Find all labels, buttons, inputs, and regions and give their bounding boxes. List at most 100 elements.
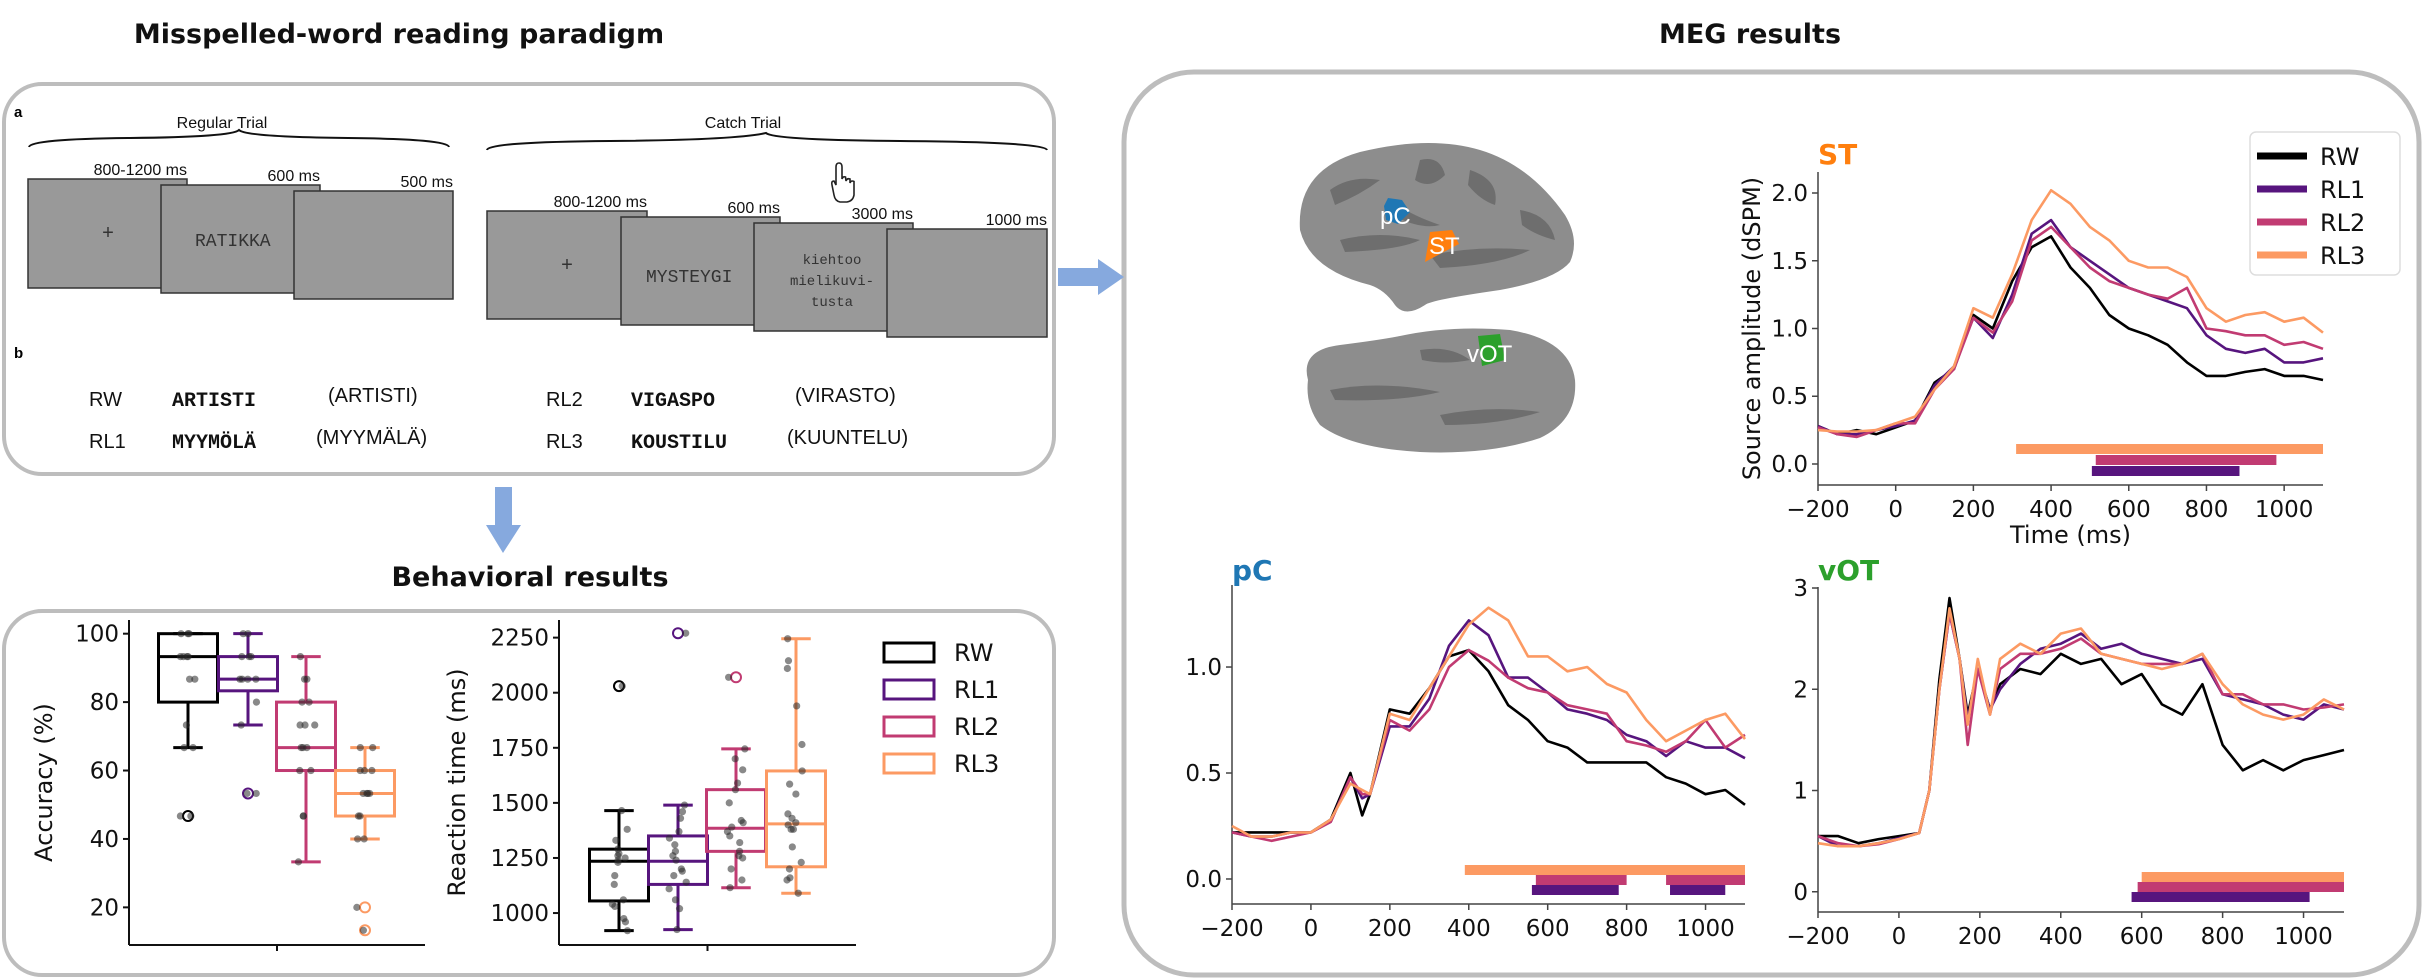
y-tick-label: 1750 <box>490 736 549 762</box>
legend-box <box>2249 131 2401 276</box>
data-point <box>792 819 800 827</box>
x-tick-label: 200 <box>1958 924 2002 950</box>
x-tick-label: −200 <box>1786 497 1849 523</box>
significance-bar-RL3 <box>1464 865 1745 875</box>
series-line-RL1 <box>1817 612 2345 848</box>
data-point <box>682 878 690 886</box>
pc-label: pC <box>1380 203 1411 230</box>
meg-frame <box>1121 69 2422 978</box>
data-point <box>621 918 630 926</box>
regular-trial: Regular Trial 800-1200 ms + 600 ms RATIK… <box>27 115 454 300</box>
behavioral-frame <box>2 609 1056 977</box>
condition-label: RW <box>89 389 122 411</box>
x-tick-label: −200 <box>1786 924 1849 950</box>
data-point <box>665 834 674 842</box>
box-RW <box>588 680 650 935</box>
y-tick-label: 0.0 <box>1771 452 1808 478</box>
x-tick-label: 800 <box>1605 916 1649 942</box>
data-point <box>186 675 194 683</box>
data-point <box>726 884 734 892</box>
data-point <box>611 871 619 880</box>
reaction-time-chart: 1000 1250 1500 1750 2000 2250 Reaction time (m… <box>443 620 999 951</box>
y-tick-label: 1.0 <box>1771 317 1808 343</box>
significance-bar-RL1 <box>1531 885 1619 895</box>
x-tick-label: 1000 <box>2274 924 2333 950</box>
data-point <box>736 838 744 847</box>
legend-label-RL2: RL2 <box>2320 209 2365 237</box>
screen-duration: 3000 ms <box>852 206 913 223</box>
brain-ventral-view: vOT <box>1306 328 1576 453</box>
y-tick-label: 2 <box>1793 677 1808 703</box>
down-arrow-icon <box>486 487 521 553</box>
screen-blank <box>886 228 1048 338</box>
legend-label-RW: RW <box>954 639 993 667</box>
x-tick-label: 600 <box>1526 916 1570 942</box>
y-tick-label: 100 <box>75 622 119 648</box>
x-tick-label: 0 <box>1888 497 1903 523</box>
x-tick-label: 0 <box>1304 916 1319 942</box>
data-point <box>784 657 793 665</box>
legend-label-RL1: RL1 <box>2320 176 2365 204</box>
y-tick-label: 1250 <box>490 846 549 872</box>
data-point <box>305 698 313 706</box>
y-tick-label: 1000 <box>490 901 549 927</box>
outlier <box>672 627 684 640</box>
behavioral-title: Behavioral results <box>391 562 668 593</box>
stimulus-word: RATIKKA <box>195 232 271 252</box>
y-tick-label: 1.5 <box>1771 249 1808 275</box>
box-iqr <box>275 700 337 773</box>
outlier <box>359 901 371 914</box>
data-point <box>682 629 690 637</box>
data-point <box>621 854 629 862</box>
data-point <box>610 880 618 889</box>
data-point <box>618 806 626 815</box>
box-RL2 <box>705 671 767 892</box>
brain-lateral-view: pC ST <box>1299 142 1574 312</box>
data-point <box>678 867 686 875</box>
box-iqr <box>157 632 219 704</box>
data-point <box>665 885 673 893</box>
series-line-RL3 <box>1231 606 1747 838</box>
data-point <box>180 744 188 752</box>
y-axis-label: Source amplitude (dSPM) <box>1738 177 1766 480</box>
data-point <box>356 766 364 775</box>
x-tick-label: 0 <box>1892 924 1907 950</box>
st-label: ST <box>1429 233 1460 260</box>
data-point <box>739 819 747 827</box>
original-word: (MYYMÄLÄ) <box>316 427 427 449</box>
y-tick-label: 1 <box>1793 779 1808 805</box>
data-point <box>623 825 631 833</box>
data-point <box>728 823 736 831</box>
right-arrow-icon <box>1058 259 1124 295</box>
data-point <box>311 721 319 729</box>
legend-swatch-RL1 <box>882 678 936 701</box>
box-RL1 <box>647 627 709 934</box>
data-point <box>187 812 195 820</box>
data-point <box>244 675 252 683</box>
data-point <box>785 865 794 873</box>
series-line-RL2 <box>1231 648 1746 843</box>
data-point <box>671 896 680 904</box>
x-tick-label: 600 <box>2107 497 2151 523</box>
series-line-RL2 <box>1817 225 2324 439</box>
condition-label: RL3 <box>546 431 583 453</box>
y-tick-label: 80 <box>90 690 119 716</box>
significance-bar-RL3 <box>2141 872 2344 882</box>
significance-bar-RL2 <box>1535 875 1627 885</box>
significance-bar-RL3 <box>2016 444 2323 454</box>
data-point <box>670 871 678 880</box>
series-line-RL1 <box>1231 619 1746 838</box>
data-point <box>184 653 192 661</box>
y-axis-label: Accuracy (%) <box>30 703 58 862</box>
data-point <box>675 827 683 836</box>
vot-panel-title: vOT <box>1818 554 1879 587</box>
data-point <box>731 755 739 763</box>
data-point <box>298 698 306 706</box>
data-point <box>784 635 792 643</box>
data-point <box>726 832 734 840</box>
data-point <box>296 653 305 661</box>
data-point <box>296 721 304 729</box>
data-point <box>299 744 307 752</box>
data-point <box>797 858 805 866</box>
